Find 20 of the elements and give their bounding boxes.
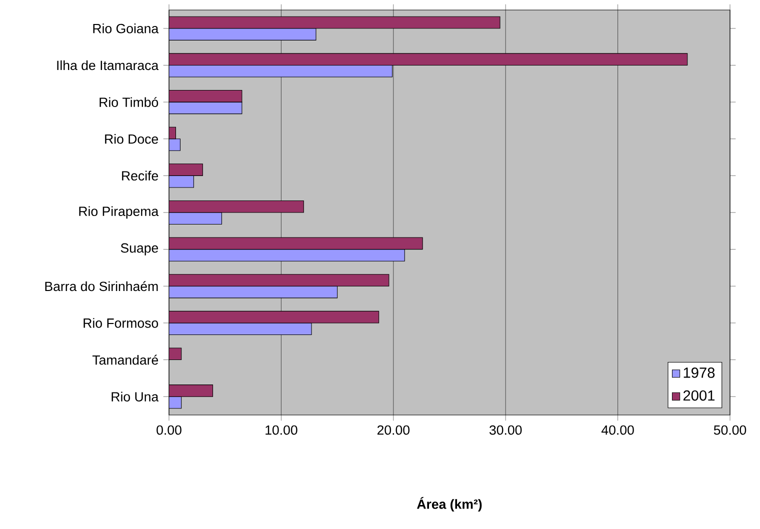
y-tick-label: Rio Doce bbox=[105, 134, 158, 144]
x-tick-label: 30.00 bbox=[489, 425, 522, 435]
y-tick-label: Suape bbox=[120, 243, 158, 256]
y-tick-label: Rio Pirapema bbox=[79, 206, 159, 219]
legend-label: 2001 bbox=[683, 390, 715, 401]
y-tick-label: Tamandaré bbox=[92, 354, 158, 365]
y-tick-label: Rio Una bbox=[112, 392, 159, 402]
x-tick-label: 0.00 bbox=[156, 425, 182, 435]
x-tick-label: 10.00 bbox=[266, 425, 298, 435]
y-tick-label: Ilha de Itamaraca bbox=[57, 60, 159, 70]
y-tick-label: Recife bbox=[122, 170, 158, 181]
y-tick-label: Rio Timbó bbox=[100, 97, 158, 107]
y-tick-label: Barra do Sirinhaém bbox=[45, 281, 158, 292]
y-tick-label: Rio Goiana bbox=[93, 24, 159, 34]
x-axis-title: Área (km²) bbox=[416, 497, 482, 512]
legend-label: 1978 bbox=[684, 368, 715, 378]
x-tick-label: 50.00 bbox=[714, 425, 746, 435]
x-tick-label: 20.00 bbox=[377, 425, 410, 435]
y-tick-label: Rio Formoso bbox=[84, 318, 158, 328]
x-tick-label: 40.00 bbox=[601, 425, 634, 435]
